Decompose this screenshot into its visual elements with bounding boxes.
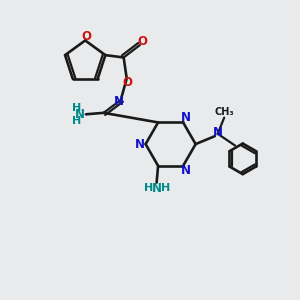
Text: N: N — [181, 111, 191, 124]
Text: O: O — [82, 30, 92, 44]
Text: N: N — [181, 164, 191, 177]
Text: N: N — [114, 94, 124, 107]
Text: H: H — [72, 103, 81, 113]
Text: CH₃: CH₃ — [214, 107, 234, 117]
Text: H: H — [161, 184, 170, 194]
Text: N: N — [152, 182, 162, 195]
Text: O: O — [122, 76, 133, 89]
Text: H: H — [144, 184, 153, 194]
Text: O: O — [137, 35, 147, 48]
Text: N: N — [135, 138, 145, 151]
Text: H: H — [72, 116, 81, 126]
Text: N: N — [75, 108, 85, 121]
Text: N: N — [213, 126, 223, 139]
